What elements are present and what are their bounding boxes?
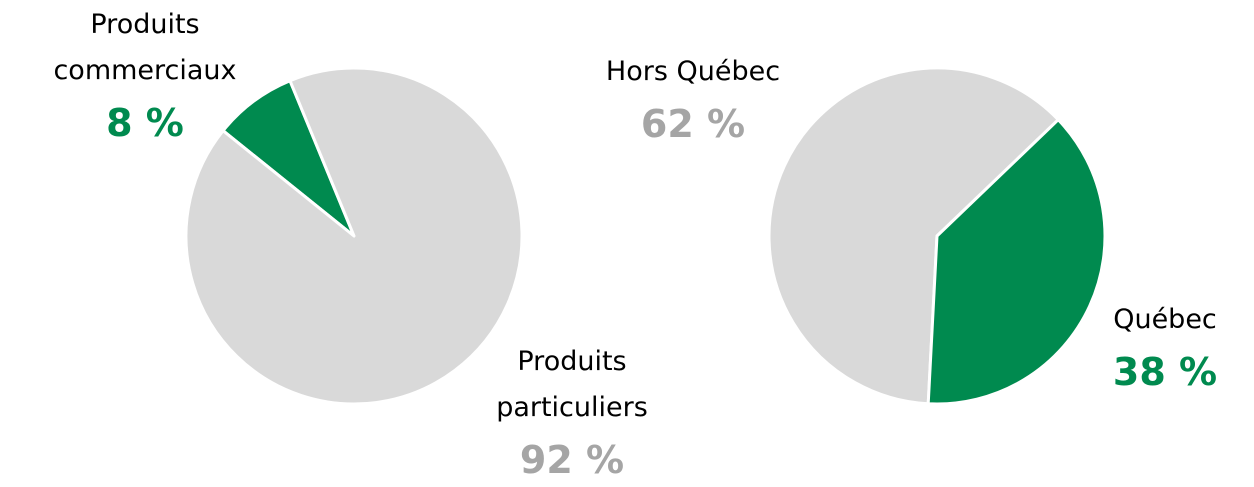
slice-label: Québec — [1113, 304, 1217, 335]
slice-value: 8 % — [106, 101, 184, 145]
pie-slice — [184, 66, 524, 406]
slice-value: 92 % — [519, 438, 625, 482]
slice-value: 38 % — [1112, 350, 1218, 394]
slice-label: Produits commerciaux — [53, 9, 237, 86]
pie-slice — [767, 66, 1060, 406]
pie-slice — [926, 118, 1107, 406]
slice-value: 62 % — [640, 102, 746, 146]
slice-label: Hors Québec — [605, 56, 781, 87]
slice-label: Produits particuliers — [496, 346, 648, 423]
